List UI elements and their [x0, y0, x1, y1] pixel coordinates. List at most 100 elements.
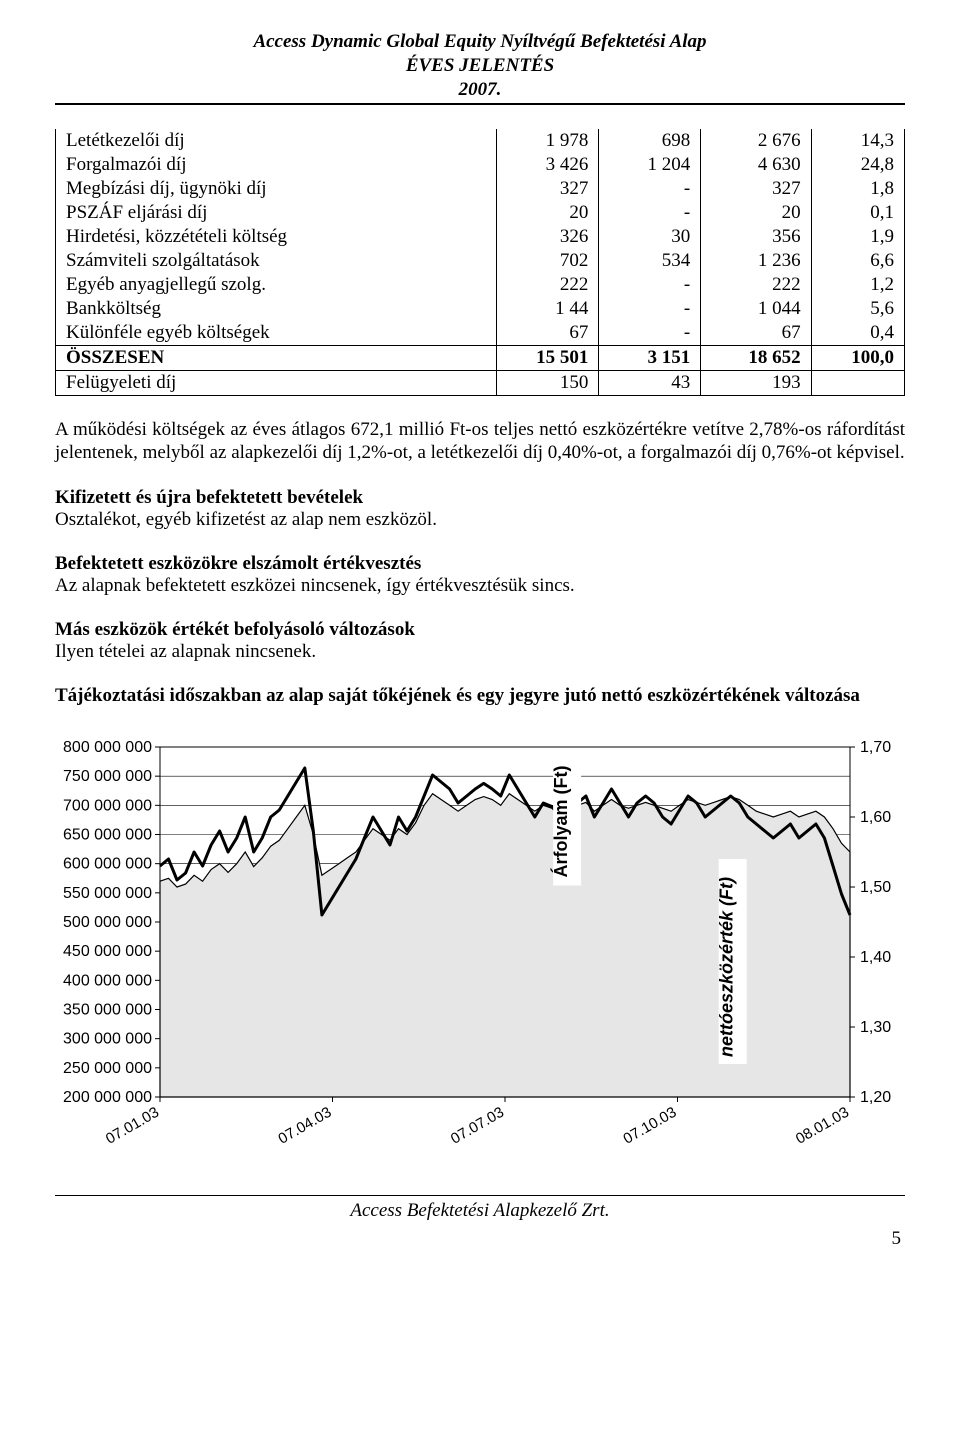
cost-label: Számviteli szolgáltatások: [56, 249, 497, 273]
cost-col4: 5,6: [811, 297, 904, 321]
cost-col2: 1 204: [599, 153, 701, 177]
cost-col2: 534: [599, 249, 701, 273]
cost-col4: 14,3: [811, 129, 904, 153]
cost-col4: [811, 371, 904, 396]
cost-col3: 18 652: [701, 346, 811, 371]
section-heading: Tájékoztatási időszakban az alap saját t…: [55, 685, 905, 707]
cost-col3: 67: [701, 321, 811, 346]
svg-text:550 000 000: 550 000 000: [63, 884, 152, 901]
cost-col3: 327: [701, 177, 811, 201]
cost-col2: -: [599, 321, 701, 346]
cost-col4: 100,0: [811, 346, 904, 371]
section-heading: Befektetett eszközökre elszámolt értékve…: [55, 553, 905, 575]
header-subtitle: ÉVES JELENTÉS: [55, 54, 905, 78]
document-header: Access Dynamic Global Equity Nyíltvégű B…: [55, 30, 905, 105]
cost-col2: -: [599, 177, 701, 201]
cost-label: Különféle egyéb költségek: [56, 321, 497, 346]
table-row: Hirdetési, közzétételi költség326303561,…: [56, 225, 905, 249]
cost-label: Megbízási díj, ügynöki díj: [56, 177, 497, 201]
cost-label: Felügyeleti díj: [56, 371, 497, 396]
cost-col4: 1,9: [811, 225, 904, 249]
svg-text:Árfolyam (Ft): Árfolyam (Ft): [550, 765, 571, 877]
footer: Access Befektetési Alapkezelő Zrt.: [55, 1195, 905, 1222]
cost-label: PSZÁF eljárási díj: [56, 201, 497, 225]
cost-col4: 1,8: [811, 177, 904, 201]
svg-text:700 000 000: 700 000 000: [63, 797, 152, 814]
svg-text:1,70: 1,70: [860, 739, 891, 756]
svg-text:07.01.03: 07.01.03: [103, 1103, 162, 1147]
cost-col2: 30: [599, 225, 701, 249]
svg-text:07.10.03: 07.10.03: [620, 1103, 679, 1147]
cost-col2: 698: [599, 129, 701, 153]
svg-text:650 000 000: 650 000 000: [63, 826, 152, 843]
svg-text:500 000 000: 500 000 000: [63, 914, 152, 931]
cost-label: Hirdetési, közzétételi költség: [56, 225, 497, 249]
svg-text:250 000 000: 250 000 000: [63, 1059, 152, 1076]
svg-text:1,20: 1,20: [860, 1089, 891, 1106]
table-row: Bankköltség1 44-1 0445,6: [56, 297, 905, 321]
section-heading: Kifizetett és újra befektetett bevételek: [55, 487, 905, 509]
cost-col1: 702: [497, 249, 599, 273]
cost-col4: 24,8: [811, 153, 904, 177]
cost-col1: 326: [497, 225, 599, 249]
cost-col1: 150: [497, 371, 599, 396]
svg-text:1,40: 1,40: [860, 949, 891, 966]
cost-col4: 0,4: [811, 321, 904, 346]
header-year: 2007.: [55, 78, 905, 102]
svg-text:07.04.03: 07.04.03: [275, 1103, 334, 1147]
section-heading: Más eszközök értékét befolyásoló változá…: [55, 619, 905, 641]
cost-col1: 1 978: [497, 129, 599, 153]
cost-label: ÖSSZESEN: [56, 346, 497, 371]
svg-text:nettóeszközérték (Ft): nettóeszközérték (Ft): [717, 877, 737, 1057]
cost-col3: 4 630: [701, 153, 811, 177]
table-row: Felügyeleti díj15043193: [56, 371, 905, 396]
cost-col2: 43: [599, 371, 701, 396]
cost-table: Letétkezelői díj1 9786982 67614,3Forgalm…: [55, 129, 905, 396]
cost-label: Bankköltség: [56, 297, 497, 321]
cost-col2: -: [599, 273, 701, 297]
cost-col3: 20: [701, 201, 811, 225]
svg-text:200 000 000: 200 000 000: [63, 1089, 152, 1106]
cost-col4: 6,6: [811, 249, 904, 273]
table-row: PSZÁF eljárási díj20-200,1: [56, 201, 905, 225]
cost-col3: 193: [701, 371, 811, 396]
svg-text:08.01.03: 08.01.03: [793, 1103, 852, 1147]
cost-col1: 15 501: [497, 346, 599, 371]
section-block: Tájékoztatási időszakban az alap saját t…: [55, 685, 905, 707]
cost-col3: 356: [701, 225, 811, 249]
cost-col1: 67: [497, 321, 599, 346]
svg-text:800 000 000: 800 000 000: [63, 739, 152, 756]
section-text: Az alapnak befektetett eszközei nincsene…: [55, 575, 905, 597]
section-text: Osztalékot, egyéb kifizetést az alap nem…: [55, 509, 905, 531]
cost-col2: -: [599, 201, 701, 225]
cost-label: Egyéb anyagjellegű szolg.: [56, 273, 497, 297]
cost-col3: 2 676: [701, 129, 811, 153]
cost-col2: -: [599, 297, 701, 321]
svg-text:07.07.03: 07.07.03: [448, 1103, 507, 1147]
table-row: Egyéb anyagjellegű szolg.222-2221,2: [56, 273, 905, 297]
paragraph-operating-costs: A működési költségek az éves átlagos 672…: [55, 418, 905, 464]
table-row: Számviteli szolgáltatások7025341 2366,6: [56, 249, 905, 273]
cost-col4: 1,2: [811, 273, 904, 297]
cost-col1: 3 426: [497, 153, 599, 177]
table-row: Forgalmazói díj3 4261 2044 63024,8: [56, 153, 905, 177]
cost-col1: 222: [497, 273, 599, 297]
page-number: 5: [55, 1228, 905, 1250]
svg-text:1,30: 1,30: [860, 1019, 891, 1036]
svg-text:750 000 000: 750 000 000: [63, 768, 152, 785]
table-row: Megbízási díj, ügynöki díj327-3271,8: [56, 177, 905, 201]
table-row: Különféle egyéb költségek67-670,4: [56, 321, 905, 346]
section-text: Ilyen tételei az alapnak nincsenek.: [55, 641, 905, 663]
svg-text:350 000 000: 350 000 000: [63, 1001, 152, 1018]
table-row: ÖSSZESEN15 5013 15118 652100,0: [56, 346, 905, 371]
svg-text:300 000 000: 300 000 000: [63, 1030, 152, 1047]
section-block: Kifizetett és újra befektetett bevételek…: [55, 487, 905, 531]
svg-text:1,50: 1,50: [860, 879, 891, 896]
cost-col3: 1 044: [701, 297, 811, 321]
cost-label: Letétkezelői díj: [56, 129, 497, 153]
cost-col3: 1 236: [701, 249, 811, 273]
cost-col1: 327: [497, 177, 599, 201]
header-title: Access Dynamic Global Equity Nyíltvégű B…: [55, 30, 905, 54]
cost-col1: 20: [497, 201, 599, 225]
cost-col2: 3 151: [599, 346, 701, 371]
